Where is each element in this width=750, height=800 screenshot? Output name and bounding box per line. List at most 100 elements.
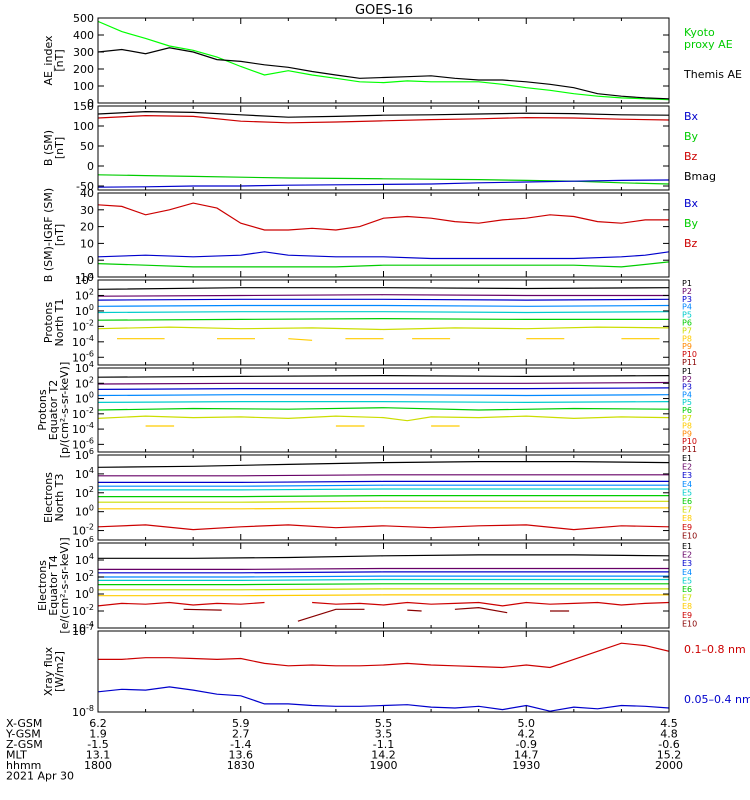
orbit-footer: X-GSM 6.2 5.9 5.5 5.0 4.5 Y-GSM 1.9 2.7 3.5 4.2 4.8… (5, 717, 683, 783)
legend-protons_t2-5: P6 (682, 406, 692, 415)
ytick-label: 10-4 (72, 620, 94, 635)
series-electrons_t3-e5-4 (98, 488, 669, 491)
legend-electrons_t4-0: E1 (682, 542, 692, 551)
series-protons_t2-p2-1 (98, 381, 669, 385)
panel-bigrf: -10 0 10 20 30 40 B (SM)-IGRF (SM)[nT] Bx By Bz (42, 187, 699, 284)
orbit-value: 14.7 (514, 749, 539, 762)
ylabel-line: [e/(cm²-s-sr-keV)] (58, 537, 71, 633)
series-group-protons_t1 (98, 287, 669, 341)
series-electrons_t4-e10-13 (454, 606, 508, 614)
ylabel-line: Equator T2 (47, 380, 60, 440)
series-protons_t1-p3-2 (98, 298, 669, 301)
ylabel-line: North T1 (53, 299, 66, 347)
ytick-label: 104 (75, 360, 94, 375)
legend-electrons_t4-7: E8 (682, 602, 692, 611)
legend-electrons_t3-2: E3 (682, 471, 692, 480)
panel-frame-protons_t2 (97, 367, 670, 453)
series-group-electrons_t3 (98, 461, 669, 531)
legend-electrons_t3-5: E6 (682, 497, 692, 506)
ytick-label: 10-2 (72, 406, 94, 421)
legend-protons_t1-8: P9 (682, 342, 692, 351)
series-electrons_t4-e9-8 (98, 601, 265, 607)
series-protons_t1-p6-5 (98, 317, 669, 321)
ytick-label: 100 (75, 303, 94, 318)
series-protons_t2-p3-2 (98, 387, 669, 390)
legend-electrons_t4-2: E3 (682, 559, 692, 568)
ytick-label: 104 (75, 552, 94, 567)
series-group-bsm (98, 110, 669, 188)
legend-protons_t2-7: P8 (682, 422, 692, 431)
legend-xray-1: 0.05–0.4 nm (684, 693, 750, 706)
orbit-value: 1900 (370, 759, 398, 772)
orbit-row-label: Z-GSM (6, 738, 43, 751)
ytick-label: 500 (73, 12, 94, 25)
series-protons_t2-p4-3 (98, 394, 669, 397)
series-protons_t2-p7-6 (98, 415, 669, 422)
panel-xray: 10-8 10-7 Xray flux[W/m2] 0.1–0.8 nm 0.05–0.… (42, 623, 750, 719)
ylabel-line: Protons (36, 389, 49, 430)
ytick-label: 100 (73, 80, 94, 93)
series-xray-0-05-0-4-nm-1 (98, 686, 669, 712)
series-electrons_t3-e9-8 (98, 524, 669, 531)
ytick-label: 106 (75, 447, 94, 462)
series-electrons_t4-e9-9 (312, 601, 669, 607)
orbit-value: 4.8 (660, 728, 678, 741)
series-group-electrons_t4 (98, 554, 669, 622)
orbit-value: 5.5 (375, 717, 393, 730)
orbit-value: 3.5 (375, 728, 393, 741)
legend-electrons_t4-3: E4 (682, 568, 692, 577)
legend-protons_t2-9: P10 (682, 437, 697, 446)
series-group-bigrf (98, 202, 669, 268)
ytick-label: 106 (75, 535, 94, 550)
legend-protons_t1-2: P3 (682, 295, 692, 304)
series-protons_t1-p7-6 (98, 326, 669, 331)
panel-frame-xray (97, 630, 670, 713)
orbit-value: 2000 (655, 759, 683, 772)
series-protons_t1-p8-9 (288, 338, 313, 341)
orbit-value: 5.0 (518, 717, 536, 730)
orbit-value: 6.2 (89, 717, 107, 730)
series-bigrf-bz-0 (98, 202, 669, 231)
ytick-label: 200 (73, 63, 94, 76)
legend-protons_t2-4: P5 (682, 398, 692, 407)
ytick-label: 10-4 (72, 334, 94, 349)
series-electrons_t3-e1-0 (98, 461, 669, 468)
series-electrons_t4-e4-3 (98, 575, 669, 578)
orbit-value: 5.9 (232, 717, 250, 730)
panel-frame-electrons_t3 (97, 454, 670, 541)
legend-xray-0: 0.1–0.8 nm (684, 643, 746, 656)
series-protons_t1-p4-3 (98, 304, 669, 307)
series-group-ae (98, 20, 669, 101)
orbit-value: 1930 (512, 759, 540, 772)
series-electrons_t3-e4-3 (98, 484, 669, 487)
legend-bigrf-1: By (684, 217, 699, 230)
series-xray-0-1-0-8-nm-0 (98, 642, 669, 669)
panel-bsm: -50 0 50 100 150 B (SM)[nT] Bx By Bz Bmag (42, 100, 716, 193)
ytick-label: 102 (75, 569, 94, 584)
legend-protons_t2-10: P11 (682, 445, 697, 454)
ytick-label: 104 (75, 466, 94, 481)
ytick-label: 104 (75, 272, 94, 287)
legend-protons_t2-0: P1 (682, 367, 692, 376)
figure-date: 2021 Apr 30 (6, 770, 74, 783)
ylabel-line: Protons (42, 302, 55, 343)
ytick-label: 30 (80, 204, 94, 217)
ytick-label: 10-4 (72, 421, 94, 436)
series-electrons_t4-e10-11 (297, 608, 365, 622)
ytick-label: 102 (75, 287, 94, 302)
ylabel-line: B (SM) (42, 130, 55, 166)
orbit-value: 4.2 (518, 728, 536, 741)
orbit-value: -1.4 (230, 738, 251, 751)
series-protons_t1-p2-1 (98, 294, 669, 297)
ylabel-line: Electrons (42, 472, 55, 523)
series-electrons_t4-e3-2 (98, 571, 669, 574)
ylabel-line: Equator T4 (47, 555, 60, 615)
legend-bigrf-0: Bx (684, 197, 699, 210)
legend-protons_t1-6: P7 (682, 326, 692, 335)
ylabel-line: B (SM)-IGRF (SM) (42, 188, 55, 282)
legend-protons_t2-2: P3 (682, 383, 692, 392)
legend-bigrf-2: Bz (684, 237, 698, 250)
